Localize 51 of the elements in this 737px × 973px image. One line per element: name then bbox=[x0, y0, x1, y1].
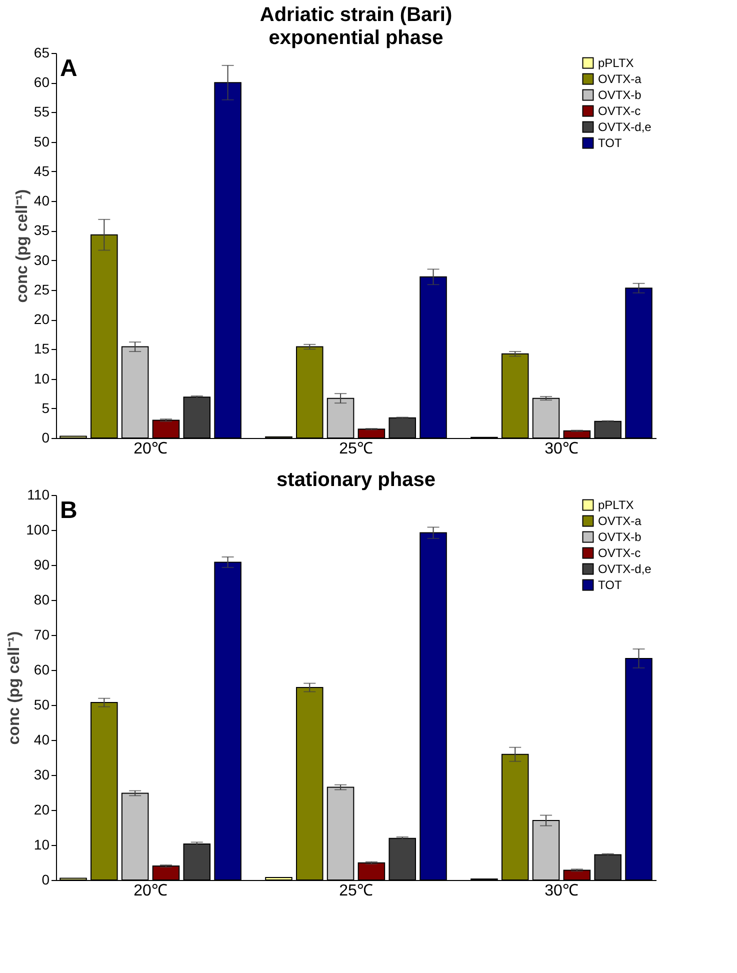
y-tick-label: 60 bbox=[34, 74, 50, 90]
y-tick-label: 0 bbox=[42, 430, 50, 446]
y-tick-label: 5 bbox=[42, 400, 50, 416]
y-tick-label: 55 bbox=[34, 104, 50, 120]
y-tick-label: 65 bbox=[34, 44, 50, 60]
x-tick-label: 25℃ bbox=[339, 440, 373, 458]
legend-label: OVTX-c bbox=[598, 546, 641, 560]
y-tick-label: 90 bbox=[34, 556, 50, 572]
y-tick-label: 20 bbox=[34, 311, 50, 328]
y-tick-label: 50 bbox=[34, 133, 50, 150]
y-tick-label: 20 bbox=[34, 802, 50, 818]
y-tick-label: 10 bbox=[34, 836, 50, 852]
x-tick-label: 30℃ bbox=[544, 440, 578, 458]
y-tick-label: 40 bbox=[34, 732, 50, 748]
legend-label: OVTX-b bbox=[598, 530, 642, 544]
chart-title: Adriatic strain (Bari) bbox=[260, 4, 452, 26]
y-axis-title: conc (pg cell⁻¹) bbox=[14, 189, 31, 303]
x-tick-label: 30℃ bbox=[544, 882, 578, 900]
legend-label: pPLTX bbox=[598, 56, 634, 70]
y-tick-label: 80 bbox=[34, 592, 50, 608]
legend-label: pPLTX bbox=[598, 498, 634, 512]
legend-label: TOT bbox=[598, 578, 622, 592]
y-tick-label: 50 bbox=[34, 696, 50, 712]
y-tick-label: 110 bbox=[27, 486, 50, 502]
legend-label: OVTX-c bbox=[598, 104, 641, 118]
x-tick-label: 25℃ bbox=[339, 882, 373, 900]
y-tick-label: 40 bbox=[34, 192, 50, 209]
annotation: A bbox=[60, 55, 78, 82]
y-tick-label: 15 bbox=[34, 340, 50, 357]
x-tick-label: 20℃ bbox=[134, 440, 168, 458]
y-tick-label: 25 bbox=[34, 281, 50, 298]
chart-title: stationary phase bbox=[276, 469, 436, 491]
legend-label: OVTX-d,e bbox=[598, 120, 652, 134]
y-tick-label: 45 bbox=[34, 162, 50, 179]
legend-label: OVTX-a bbox=[598, 514, 642, 528]
y-tick-label: 35 bbox=[34, 222, 50, 238]
legend-label: OVTX-b bbox=[598, 88, 642, 102]
x-tick-label: 20℃ bbox=[134, 882, 168, 900]
y-tick-label: 30 bbox=[34, 252, 50, 268]
legend-label: TOT bbox=[598, 136, 622, 150]
y-tick-label: 30 bbox=[34, 766, 50, 782]
y-tick-label: 100 bbox=[26, 522, 50, 538]
y-tick-label: 0 bbox=[42, 872, 50, 888]
annotation: B bbox=[60, 497, 78, 524]
chart-subtitle: exponential phase bbox=[268, 27, 444, 49]
y-tick-label: 60 bbox=[34, 662, 50, 678]
legend-label: OVTX-d,e bbox=[598, 562, 652, 576]
y-axis-title: conc (pg cell⁻¹) bbox=[6, 631, 24, 745]
legend-label: OVTX-a bbox=[598, 72, 642, 86]
y-tick-label: 70 bbox=[34, 626, 50, 642]
y-tick-label: 10 bbox=[34, 370, 50, 386]
